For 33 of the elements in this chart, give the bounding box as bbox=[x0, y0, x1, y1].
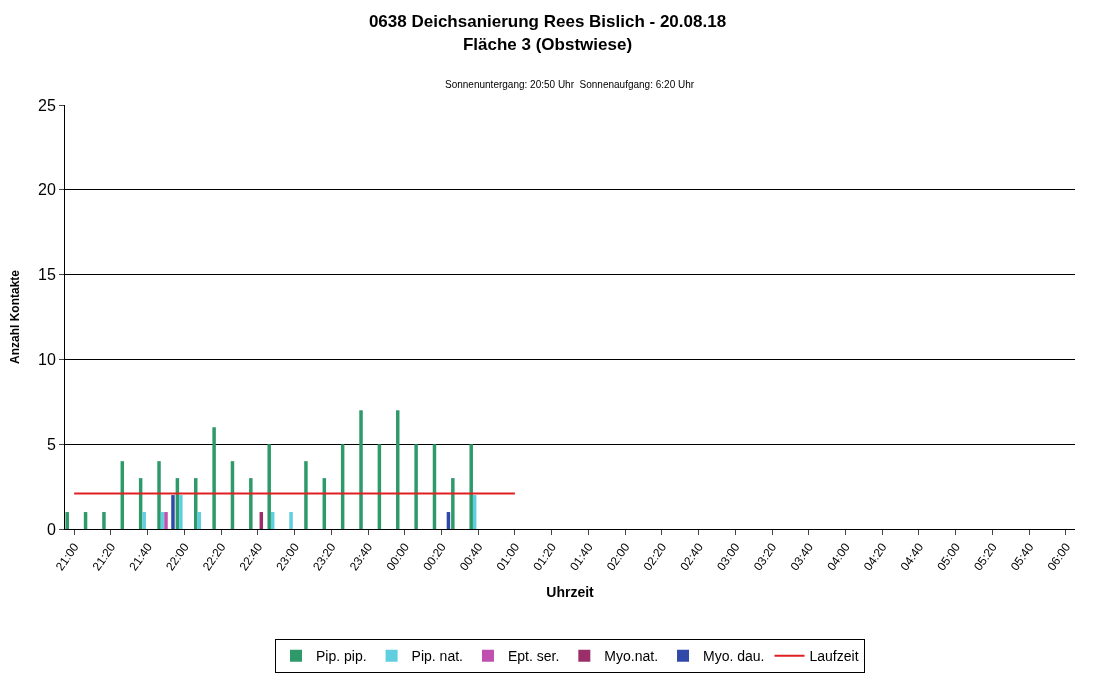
bar bbox=[171, 495, 175, 529]
legend-label: Pip. pip. bbox=[316, 648, 367, 665]
bar bbox=[451, 478, 455, 529]
chart-subtitle: Sonnenuntergang: 20:50 Uhr Sonnenaufgang: 6:20 Uhr bbox=[445, 79, 695, 90]
bar bbox=[414, 444, 418, 529]
legend-label: Myo.nat. bbox=[604, 648, 659, 665]
bar bbox=[142, 512, 146, 529]
bar bbox=[304, 461, 308, 529]
bar bbox=[197, 512, 201, 529]
bar bbox=[65, 512, 69, 529]
y-axis-title: Anzahl Kontakte bbox=[8, 269, 23, 365]
bar bbox=[469, 444, 473, 529]
bar bbox=[212, 427, 216, 529]
bar bbox=[102, 512, 106, 529]
x-axis-title: Uhrzeit bbox=[546, 584, 595, 601]
bar bbox=[249, 478, 253, 529]
y-tick-label: 5 bbox=[46, 435, 56, 453]
bar bbox=[164, 512, 168, 529]
legend-label: Laufzeit bbox=[809, 648, 859, 665]
legend-label: Pip. nat. bbox=[411, 648, 463, 665]
bar bbox=[359, 410, 363, 529]
bar bbox=[157, 461, 161, 529]
bar bbox=[289, 512, 293, 529]
legend-label: Myo. dau. bbox=[703, 648, 765, 665]
y-tick-label: 20 bbox=[38, 181, 56, 199]
chart-title: 0638 Deichsanierung Rees Bislich - 20.08.18 Fläche 3 (Obstwiese) bbox=[368, 12, 727, 54]
y-tick-label: 10 bbox=[38, 351, 56, 368]
legend-label: Ept. ser. bbox=[507, 648, 560, 665]
y-tick-label: 25 bbox=[38, 96, 56, 114]
y-tick-label: 0 bbox=[46, 520, 56, 538]
bar bbox=[267, 444, 271, 529]
y-tick-label: 15 bbox=[38, 266, 56, 284]
bar bbox=[179, 495, 183, 529]
